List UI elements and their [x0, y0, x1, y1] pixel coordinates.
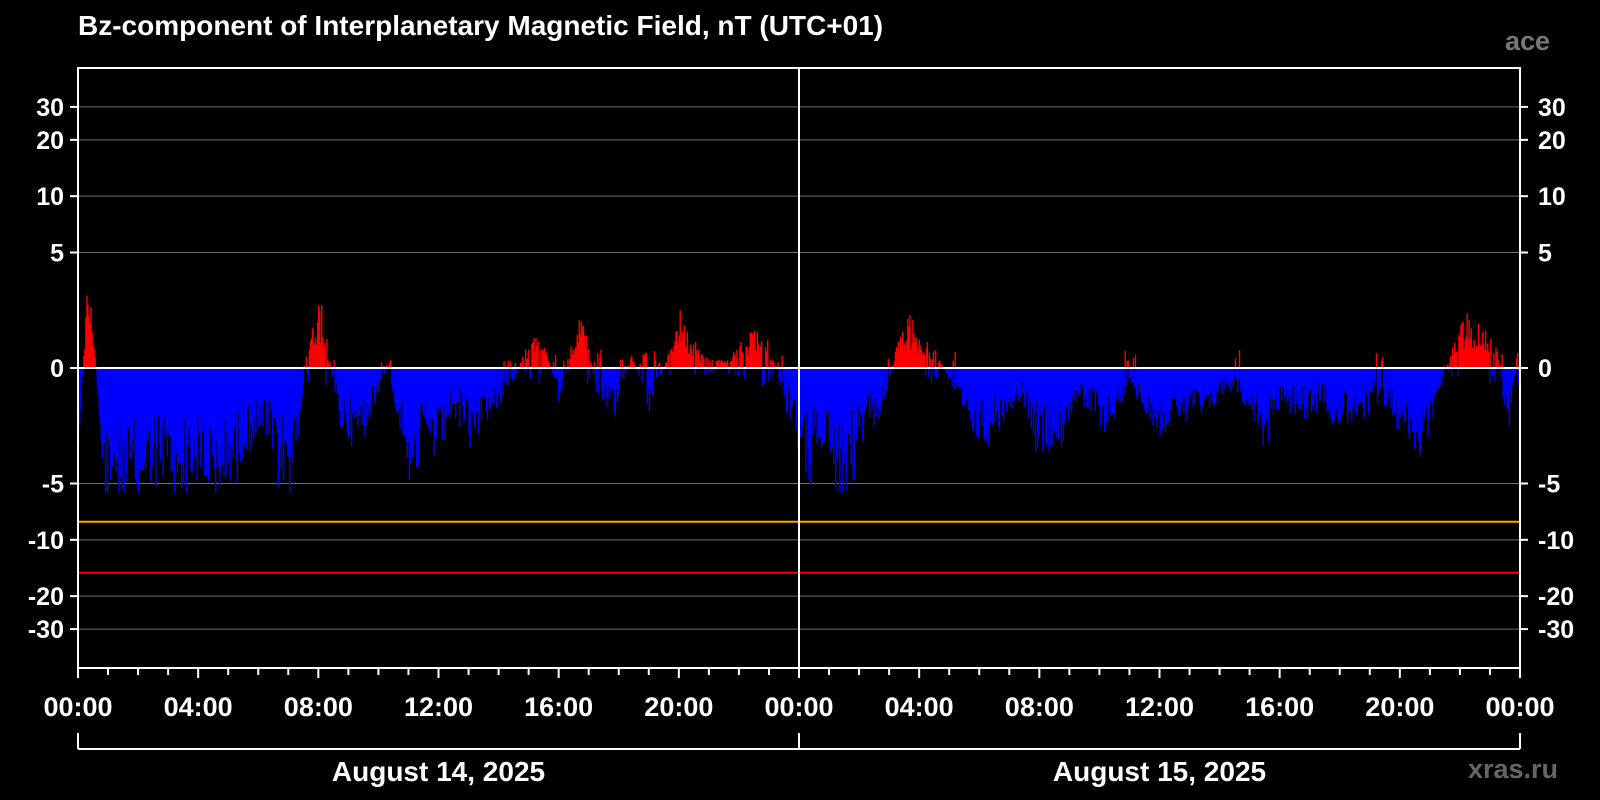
x-tick-label: 12:00 — [404, 692, 473, 722]
plot-frame — [70, 67, 1528, 678]
y-tick-label-left: -5 — [42, 471, 64, 499]
x-tick-label: 08:00 — [1005, 692, 1074, 722]
x-tick-label: 00:00 — [43, 692, 112, 722]
y-tick-label-right: 0 — [1538, 355, 1552, 383]
chart-title: Bz-component of Interplanetary Magnetic … — [78, 10, 884, 41]
x-tick-labels: 00:00 04:00 08:00 12:00 16:00 20:00 00:00 04:00… — [43, 692, 1554, 722]
y-tick-label-left: -10 — [28, 527, 64, 555]
source-label: ace — [1504, 26, 1550, 56]
y-tick-label-left: 20 — [36, 127, 64, 155]
x-tick-label: 20:00 — [644, 692, 713, 722]
y-tick-label-left: 10 — [36, 183, 64, 211]
x-tick-label: 00:00 — [1485, 692, 1554, 722]
x-tick-label: 00:00 — [764, 692, 833, 722]
y-tick-label-left: -30 — [28, 616, 64, 644]
y-tick-labels: 30 30 20 20 10 10 5 5 0 0 -5 -5 -10 -10 -20 -20 -30 -30 — [28, 94, 1574, 644]
x-tick-label: 16:00 — [1245, 692, 1314, 722]
site-watermark: xras.ru — [1467, 754, 1558, 784]
x-tick-label: 16:00 — [524, 692, 593, 722]
y-tick-label-left: 5 — [50, 240, 64, 268]
y-tick-label-right: 5 — [1538, 240, 1552, 268]
y-tick-label-right: 30 — [1538, 94, 1566, 122]
y-tick-label-right: -5 — [1538, 471, 1560, 499]
bz-positive-bars — [83, 295, 1521, 368]
y-tick-label-right: 10 — [1538, 183, 1566, 211]
date-axis: August 14, 2025 August 15, 2025 — [77, 733, 1521, 787]
y-tick-label-right: -10 — [1538, 527, 1574, 555]
x-tick-label: 04:00 — [885, 692, 954, 722]
y-tick-label-left: -20 — [28, 583, 64, 611]
x-tick-label: 20:00 — [1365, 692, 1434, 722]
y-tick-label-right: -30 — [1538, 616, 1574, 644]
x-tick-label: 08:00 — [284, 692, 353, 722]
x-tick-label: 04:00 — [164, 692, 233, 722]
y-tick-label-right: 20 — [1538, 127, 1566, 155]
y-tick-label-left: 0 — [50, 355, 64, 383]
y-tick-label-left: 30 — [36, 94, 64, 122]
y-tick-label-right: -20 — [1538, 583, 1574, 611]
date-label: August 15, 2025 — [1053, 756, 1266, 787]
date-label: August 14, 2025 — [332, 756, 545, 787]
x-tick-label: 12:00 — [1125, 692, 1194, 722]
